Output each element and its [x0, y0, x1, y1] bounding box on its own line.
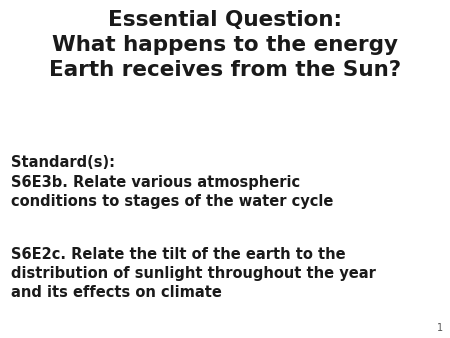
Text: 1: 1: [437, 323, 443, 333]
Text: Standard(s):
S6E3b. Relate various atmospheric
conditions to stages of the water: Standard(s): S6E3b. Relate various atmos…: [11, 155, 333, 209]
Text: Essential Question:
What happens to the energy
Earth receives from the Sun?: Essential Question: What happens to the …: [49, 10, 401, 80]
Text: S6E2c. Relate the tilt of the earth to the
distribution of sunlight throughout t: S6E2c. Relate the tilt of the earth to t…: [11, 247, 376, 300]
